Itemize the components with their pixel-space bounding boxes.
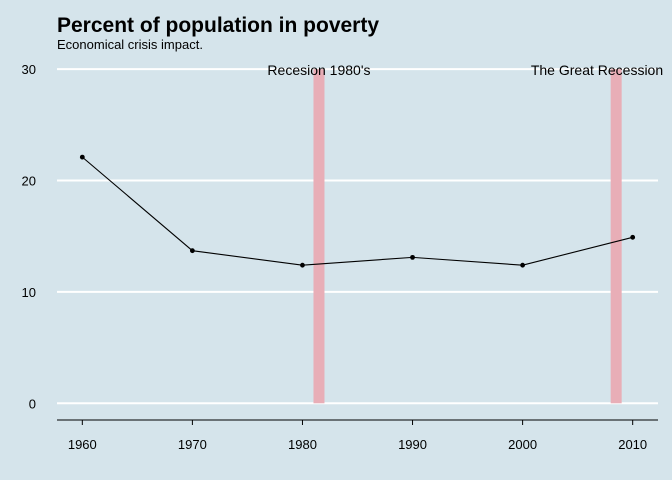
- y-tick-label: 30: [22, 62, 36, 77]
- y-tick-label: 20: [22, 174, 36, 189]
- data-point: [520, 262, 526, 268]
- x-tick-label: 1970: [178, 437, 207, 452]
- recession-label: Recesion 1980's: [267, 62, 370, 78]
- recession-band: [313, 69, 325, 404]
- chart-title: Percent of population in poverty: [57, 14, 380, 37]
- x-tick-label: 1960: [68, 437, 97, 452]
- data-point: [300, 262, 305, 268]
- recession-band: [610, 69, 622, 404]
- series-line: [81, 156, 633, 266]
- x-tick-label: 2010: [618, 437, 647, 452]
- data-point: [630, 234, 636, 240]
- x-tick-label: 1980: [288, 437, 317, 452]
- chart-subtitle: Economical crisis impact.: [57, 37, 203, 52]
- data-point: [410, 254, 415, 260]
- y-tick-label: 0: [29, 396, 36, 411]
- data-point: [79, 154, 85, 160]
- x-tick-label: 2000: [508, 437, 537, 452]
- recession-label: The Great Recession: [531, 62, 663, 78]
- y-tick-label: 10: [22, 285, 36, 300]
- x-tick-label: 1990: [398, 437, 427, 452]
- data-point: [189, 248, 195, 254]
